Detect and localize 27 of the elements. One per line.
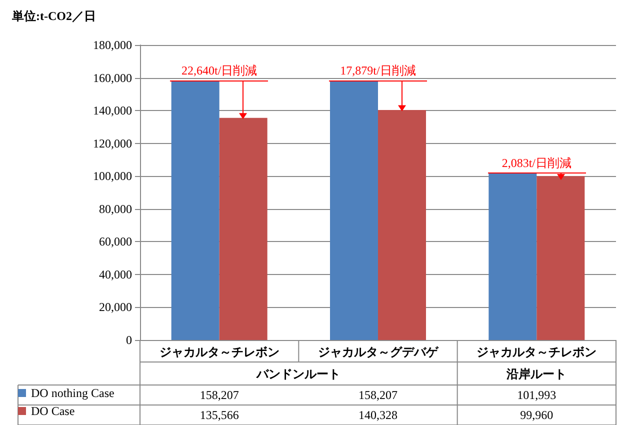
data-label: 99,960 [520, 408, 554, 422]
text: 沿岸ルート [506, 367, 567, 381]
y-tick-label: 20,000 [99, 300, 132, 314]
x-tick-label: ジャカルタ～グデバゲ [318, 345, 439, 359]
x-tick-label: ジャカルタ～チレボン [476, 345, 597, 359]
data-label: 158,207 [200, 388, 239, 402]
annotation: 17,879t/日削減 [340, 64, 416, 78]
data-label: 101,993 [517, 388, 556, 402]
annotation: 2,083t/日削減 [502, 156, 572, 170]
legend-label: DO Case [31, 404, 75, 418]
y-tick-label: 120,000 [93, 136, 132, 150]
y-tick-label: 60,000 [99, 234, 132, 249]
y-tick-label: 140,000 [93, 104, 132, 118]
y-axis-title: 単位:t-CO2／日 [11, 9, 96, 23]
data-label: 158,207 [358, 388, 398, 402]
y-tick-label: 80,000 [99, 202, 132, 216]
y-tick-label: 40,000 [99, 267, 132, 282]
y-tick-label: 0 [126, 333, 132, 347]
data-label: 135,566 [200, 408, 239, 422]
annotation: 22,640t/日削減 [181, 64, 258, 78]
y-tick-label: 180,000 [93, 38, 132, 52]
legend-label: DO nothing Case [31, 386, 114, 400]
y-tick-label: 100,000 [93, 169, 132, 184]
data-label: 140,328 [358, 408, 398, 422]
y-tick-label: 160,000 [93, 70, 132, 85]
text: バンドンルート [256, 367, 341, 381]
x-tick-label: ジャカルタ～チレボン [159, 345, 280, 359]
